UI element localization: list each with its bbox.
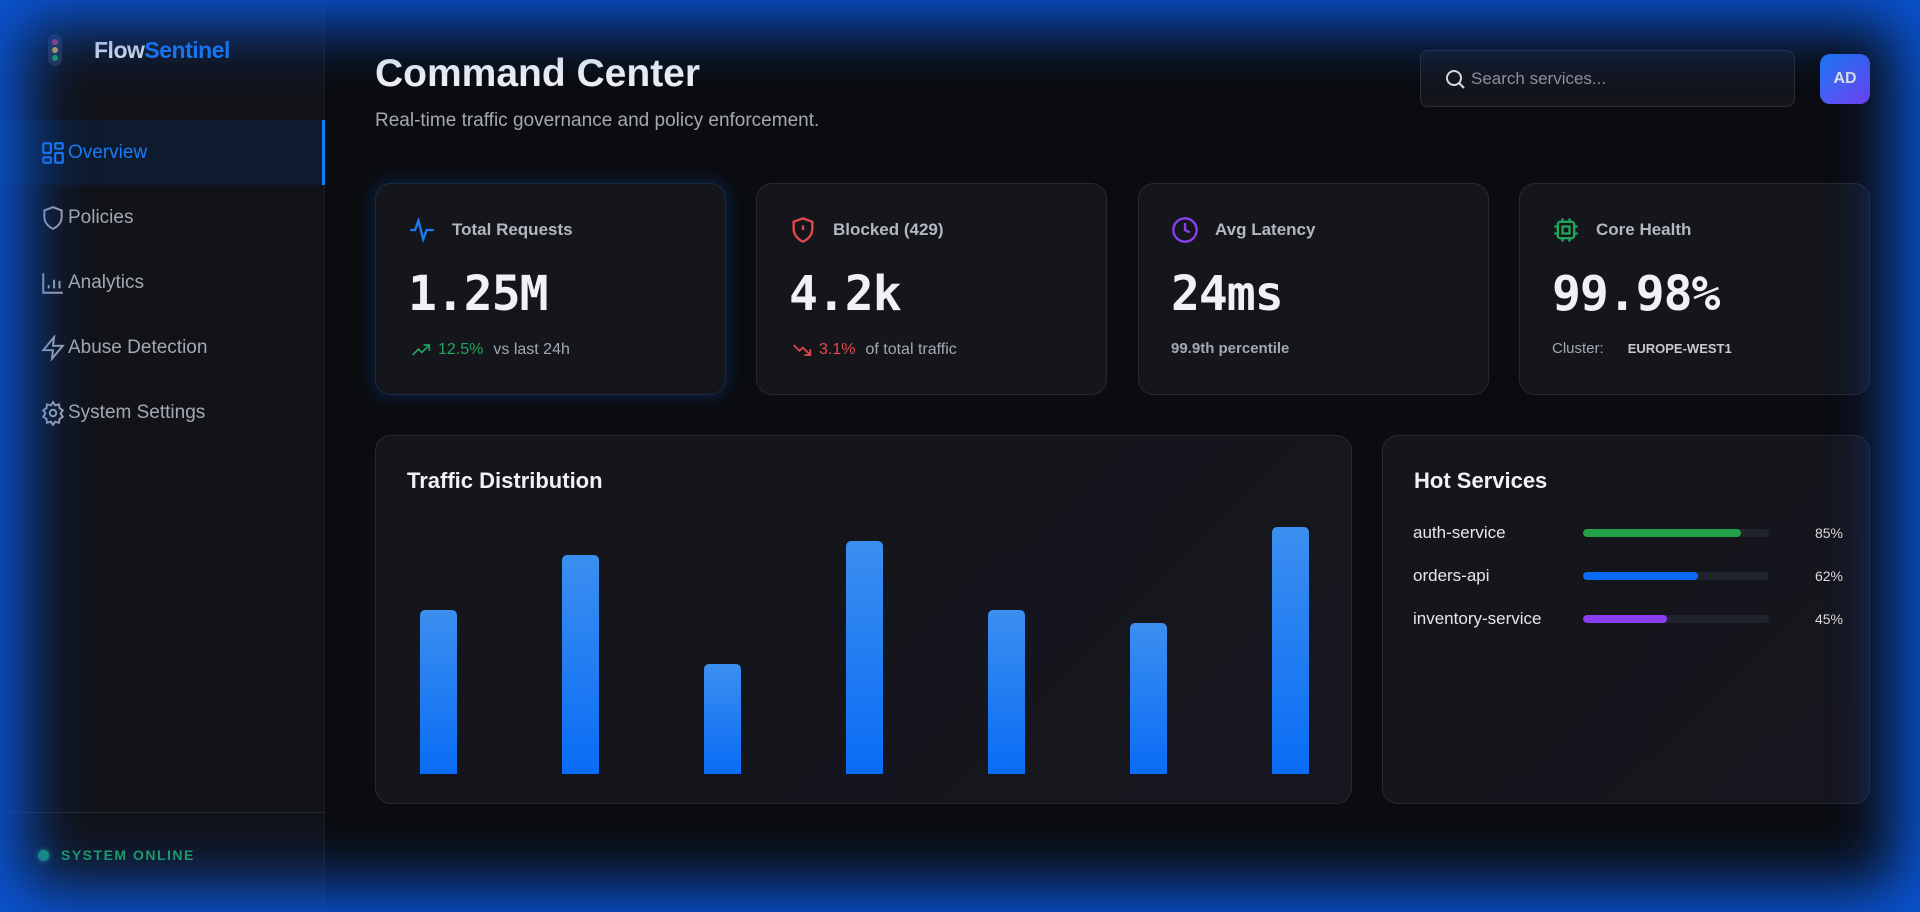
card-value: 99.98% [1552,266,1720,322]
chart-bar[interactable] [420,609,457,774]
sidebar-item-system-settings[interactable]: System Settings [0,380,325,445]
search-input[interactable] [1471,68,1771,89]
service-load-label: 62% [1814,568,1843,584]
sidebar-item-label: Overview [68,141,148,163]
sidebar-item-label: Analytics [68,271,145,293]
stat-card-core-health: Core Health 99.98% Cluster: EUROPE-WEST1 [1519,183,1870,395]
service-load-bar [1583,529,1769,537]
search-box[interactable] [1420,50,1795,107]
sidebar-item-overview[interactable]: Overview [0,120,325,185]
sidebar-item-policies[interactable]: Policies [0,185,325,250]
bar-chart-icon [42,272,63,294]
traffic-light-icon [48,34,62,66]
card-delta-text: vs last 24h [493,341,570,358]
shield-alert-icon [792,217,814,243]
card-delta: 12.5% [438,341,484,358]
system-status: SYSTEM ONLINE [0,812,325,863]
cpu-icon [1554,218,1578,242]
service-name: orders-api [1413,566,1490,585]
page-subtitle: Real-time traffic governance and policy … [375,110,820,131]
service-load-fill [1583,615,1667,623]
panel-title: Traffic Distribution [407,468,603,493]
clock-icon [1172,217,1198,243]
service-name: inventory-service [1413,609,1542,628]
traffic-distribution-panel: Traffic Distribution [375,435,1352,804]
chart-bar[interactable] [562,554,599,774]
logo[interactable]: FlowSentinel [48,34,230,66]
service-load-fill [1583,529,1742,537]
hot-service-row[interactable]: orders-api 62% [1413,566,1843,586]
search-icon [1446,69,1465,89]
card-value: 1.25M [408,266,549,322]
card-note: 99.9th percentile [1171,340,1290,357]
chart-bar[interactable] [846,541,883,774]
card-value: 4.2k [789,266,902,322]
avatar[interactable]: AD [1820,54,1870,104]
card-value: 24ms [1171,266,1284,322]
service-load-bar [1583,615,1769,623]
activity-icon [410,216,434,244]
cluster-label: Cluster: [1552,340,1604,357]
chart-bar[interactable] [704,664,741,774]
chart-bar[interactable] [1130,623,1167,774]
card-delta-text: of total traffic [865,341,957,358]
sidebar-nav: Overview Policies Analytics Abuse Detect… [0,120,325,445]
sidebar-item-analytics[interactable]: Analytics [0,250,325,315]
panel-title: Hot Services [1414,468,1548,493]
trending-down-icon [793,344,812,356]
shield-icon [43,205,63,230]
grid-icon [42,141,64,164]
stat-card-total-requests: Total Requests 1.25M 12.5% vs last 24h [375,183,726,395]
cluster-value: EUROPE-WEST1 [1627,341,1732,356]
card-delta: 3.1% [819,341,856,358]
card-label: Core Health [1596,220,1692,239]
brand-part2: Sentinel [144,36,230,63]
card-label: Total Requests [452,220,573,239]
stat-card-blocked: Blocked (429) 4.2k 3.1% of total traffic [756,183,1107,395]
chart-bar[interactable] [988,609,1025,774]
sidebar-item-label: Abuse Detection [68,336,208,358]
hot-service-row[interactable]: auth-service 85% [1413,523,1843,543]
chart-bar[interactable] [1272,527,1309,774]
lightning-icon [41,334,65,361]
status-text: SYSTEM ONLINE [61,847,195,863]
hot-services-panel: Hot Services auth-service 85% orders-api 62… [1382,435,1870,804]
service-name: auth-service [1413,523,1506,542]
sidebar-item-label: System Settings [68,401,206,423]
status-dot-icon [38,849,49,861]
sidebar-item-abuse-detection[interactable]: Abuse Detection [0,315,325,380]
service-load-bar [1583,572,1769,580]
brand-name: FlowSentinel [94,37,230,64]
brand-part1: Flow [94,36,145,63]
card-label: Avg Latency [1215,220,1316,239]
trending-up-icon [412,344,431,356]
service-load-label: 85% [1814,525,1843,541]
sidebar-item-label: Policies [68,206,134,228]
hot-service-row[interactable]: inventory-service 45% [1413,609,1843,629]
card-label: Blocked (429) [833,220,944,239]
service-load-label: 45% [1814,611,1843,627]
stat-card-avg-latency: Avg Latency 24ms 99.9th percentile [1138,183,1489,395]
gear-icon [41,399,65,426]
service-load-fill [1583,572,1699,580]
page-title: Command Center [375,52,701,95]
sidebar: FlowSentinel Overview Policies Analytics… [0,0,325,912]
